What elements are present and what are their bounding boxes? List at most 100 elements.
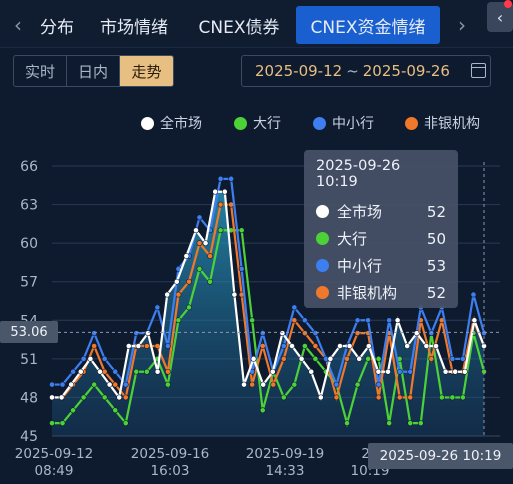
series-point-3 xyxy=(396,394,403,401)
series-point-3 xyxy=(312,343,319,349)
series-point-3 xyxy=(122,394,129,401)
series-point-3 xyxy=(280,355,287,362)
series-point-2 xyxy=(196,214,203,221)
series-point-2 xyxy=(386,317,393,324)
tooltip-dot-icon xyxy=(316,205,329,218)
series-point-1 xyxy=(217,227,224,234)
series-point-2 xyxy=(291,304,298,311)
chart-tooltip: 2025-09-26 10:19 全市场 52 大行 50 中小行 53 非银机… xyxy=(304,150,458,308)
legend-label: 全市场 xyxy=(160,116,202,132)
series-point-1 xyxy=(238,227,245,234)
series-point-0 xyxy=(106,381,113,388)
x-tick-label: 2025-09-12 08:49 xyxy=(14,446,94,479)
start-date[interactable]: 2025-09-12 xyxy=(255,62,343,80)
series-point-2 xyxy=(70,368,76,375)
series-point-3 xyxy=(291,317,298,324)
series-point-1 xyxy=(101,394,108,401)
series-point-1 xyxy=(175,317,182,324)
series-point-0 xyxy=(221,188,228,195)
series-point-1 xyxy=(386,420,393,427)
mode-trend[interactable]: 走势 xyxy=(120,56,173,86)
mode-intraday[interactable]: 日内 xyxy=(67,56,120,86)
series-point-1 xyxy=(80,394,87,401)
series-point-2 xyxy=(375,381,382,388)
series-point-1 xyxy=(407,420,414,427)
mode-realtime[interactable]: 实时 xyxy=(14,56,67,86)
series-point-0 xyxy=(289,343,295,349)
series-point-2 xyxy=(101,355,108,362)
series-point-3 xyxy=(354,330,361,337)
legend-dot-icon xyxy=(234,116,247,130)
x-tick-label: 2025-09-16 16:03 xyxy=(130,446,210,479)
series-point-0 xyxy=(250,355,257,362)
legend-label: 中小行 xyxy=(332,116,374,132)
end-date[interactable]: 2025-09-26 xyxy=(362,62,450,80)
series-point-2 xyxy=(91,330,98,337)
tooltip-dot-icon xyxy=(316,259,329,272)
tooltip-row-all-market: 全市场 52 xyxy=(316,198,446,225)
series-point-2 xyxy=(154,304,161,311)
series-point-1 xyxy=(460,394,466,401)
tab-cnex-fund-sentiment[interactable]: CNEX资金情绪 xyxy=(296,6,440,44)
series-point-0 xyxy=(193,227,199,234)
series-point-1 xyxy=(196,265,203,272)
series-point-2 xyxy=(354,317,361,324)
legend-item-non-bank[interactable]: 非银机构 xyxy=(405,113,480,133)
series-point-0 xyxy=(327,355,334,362)
series-point-0 xyxy=(58,394,65,401)
tooltip-row-big-banks: 大行 50 xyxy=(316,225,446,252)
series-point-0 xyxy=(461,368,468,375)
series-point-1 xyxy=(70,407,76,414)
series-point-0 xyxy=(269,368,276,375)
series-point-1 xyxy=(354,381,361,388)
series-point-2 xyxy=(238,265,245,272)
series-point-1 xyxy=(449,394,456,401)
series-point-3 xyxy=(154,343,161,349)
series-point-0 xyxy=(164,291,171,298)
axis-pointer-x-label: 2025-09-26 10:19 xyxy=(368,443,513,469)
tab-scroll-right-icon[interactable]: › xyxy=(458,13,466,37)
series-point-1 xyxy=(133,368,140,375)
series-point-2 xyxy=(333,381,340,388)
series-point-3 xyxy=(270,381,277,388)
tab-distribution[interactable]: 分布 xyxy=(40,17,74,38)
series-point-0 xyxy=(452,368,459,375)
tooltip-title: 2025-09-26 10:19 xyxy=(316,158,401,190)
series-point-2 xyxy=(365,317,371,324)
series-point-0 xyxy=(442,368,449,375)
series-point-3 xyxy=(175,291,182,298)
series-point-3 xyxy=(259,343,266,349)
tooltip-dot-icon xyxy=(316,232,329,245)
y-tick-label: 51 xyxy=(20,352,38,368)
series-point-3 xyxy=(428,355,435,362)
series-point-2 xyxy=(407,368,414,375)
series-point-2 xyxy=(165,343,171,349)
series-point-1 xyxy=(59,420,66,427)
series-point-2 xyxy=(460,355,466,362)
series-point-3 xyxy=(165,368,171,375)
series-point-2 xyxy=(122,381,129,388)
legend-item-small-mid-banks[interactable]: 中小行 xyxy=(313,113,374,133)
tab-cnex-bond[interactable]: CNEX债券 xyxy=(198,17,280,38)
series-point-3 xyxy=(143,343,150,349)
series-point-0 xyxy=(145,330,151,337)
legend-item-all-market[interactable]: 全市场 xyxy=(141,113,202,133)
series-point-1 xyxy=(365,355,371,362)
series-point-0 xyxy=(385,368,391,375)
date-range-picker[interactable]: 2025-09-12 ~ 2025-09-26 xyxy=(241,55,491,87)
series-point-3 xyxy=(186,278,192,285)
series-point-0 xyxy=(183,253,190,259)
series-point-1 xyxy=(143,368,150,375)
sentiment-line-chart[interactable]: 4548515457606366 xyxy=(0,140,513,444)
series-point-0 xyxy=(154,368,161,375)
legend-item-big-banks[interactable]: 大行 xyxy=(234,113,281,133)
series-point-2 xyxy=(428,330,435,337)
series-point-0 xyxy=(423,343,430,349)
series-point-0 xyxy=(202,240,209,247)
tab-scroll-left-icon[interactable]: ‹ xyxy=(14,13,22,37)
series-point-1 xyxy=(91,381,98,388)
series-point-2 xyxy=(259,330,266,337)
legend-label: 大行 xyxy=(253,116,281,132)
tab-market-sentiment[interactable]: 市场情绪 xyxy=(100,17,168,38)
calendar-icon[interactable] xyxy=(471,63,486,78)
